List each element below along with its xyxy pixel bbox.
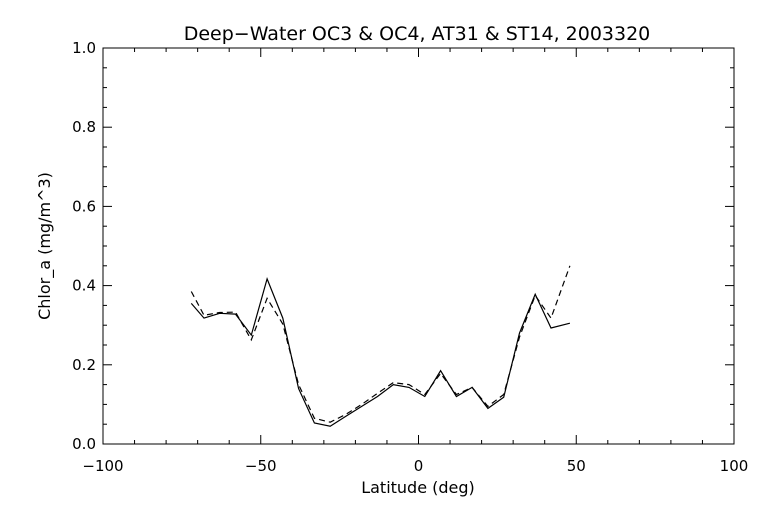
x-axis-label: Latitude (deg) (361, 478, 475, 497)
y-tick-label: 1.0 (72, 39, 96, 57)
axis-ticks (102, 47, 735, 445)
y-tick-label: 0.2 (72, 356, 96, 374)
axis-tick-labels: −100 −50 0 50 100 0.0 0.2 0.4 0.6 0.8 1.0 (72, 39, 748, 475)
solid-series-line (190, 277, 571, 427)
y-tick-label: 0.0 (72, 435, 96, 453)
y-tick-label: 0.8 (72, 118, 96, 136)
chart-title: Deep−Water OC3 & OC4, AT31 & ST14, 20033… (184, 23, 651, 45)
x-tick-label: 0 (414, 457, 424, 475)
plot-frame (102, 47, 735, 445)
y-axis-label: Chlor_a (mg/m^3) (35, 172, 55, 320)
x-tick-label: 50 (567, 457, 586, 475)
dashed-series-line (190, 265, 571, 423)
x-tick-label: −50 (245, 457, 277, 475)
x-tick-label: 100 (720, 457, 749, 475)
data-series (190, 265, 571, 427)
y-tick-label: 0.6 (72, 197, 96, 215)
x-tick-label: −100 (82, 457, 123, 475)
y-tick-label: 0.4 (72, 277, 96, 295)
